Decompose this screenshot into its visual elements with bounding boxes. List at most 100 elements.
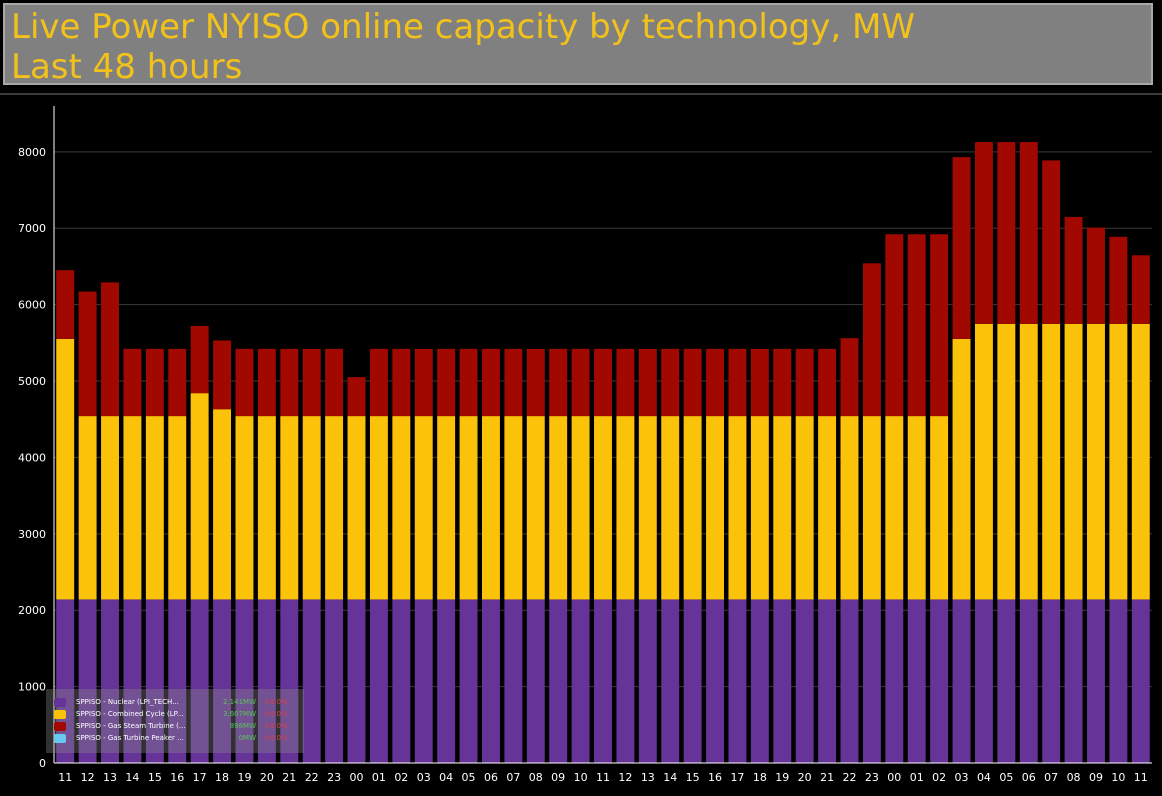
bar-segment[interactable] — [302, 416, 321, 600]
bar-segment[interactable] — [459, 348, 478, 417]
bar-segment[interactable] — [706, 599, 725, 763]
bar-segment[interactable] — [974, 142, 993, 324]
bar-segment[interactable] — [616, 348, 635, 417]
bar-segment[interactable] — [504, 599, 523, 763]
bar-segment[interactable] — [1087, 599, 1105, 763]
bar-segment[interactable] — [526, 599, 545, 763]
bar-segment[interactable] — [257, 416, 276, 600]
bar-segment[interactable] — [78, 291, 97, 417]
bar-segment[interactable] — [504, 416, 523, 600]
bar-segment[interactable] — [549, 599, 568, 763]
bar-segment[interactable] — [683, 599, 702, 763]
bar-segment[interactable] — [773, 599, 792, 763]
bar-segment[interactable] — [907, 599, 926, 763]
bar-segment[interactable] — [840, 416, 859, 600]
bar-segment[interactable] — [392, 348, 411, 417]
bar-segment[interactable] — [661, 599, 680, 763]
bar-segment[interactable] — [750, 599, 769, 763]
bar-segment[interactable] — [78, 416, 97, 600]
bar-segment[interactable] — [840, 338, 859, 417]
bar-segment[interactable] — [347, 377, 366, 417]
bar-segment[interactable] — [347, 599, 366, 763]
bar-segment[interactable] — [101, 282, 119, 417]
bar-segment[interactable] — [437, 348, 456, 417]
bar-segment[interactable] — [706, 416, 725, 600]
bar-segment[interactable] — [1064, 323, 1083, 600]
bar-segment[interactable] — [347, 416, 366, 600]
bar-segment[interactable] — [213, 599, 232, 763]
bar-segment[interactable] — [459, 599, 478, 763]
bar-segment[interactable] — [145, 599, 164, 763]
bar-segment[interactable] — [594, 416, 612, 600]
bar-segment[interactable] — [325, 599, 344, 763]
legend-item-combined-cycle[interactable]: SPPISO - Combined Cycle (LP... 3,607MW +… — [54, 709, 302, 720]
bar-segment[interactable] — [392, 599, 411, 763]
bar-segment[interactable] — [213, 340, 232, 410]
bar-segment[interactable] — [885, 599, 904, 763]
legend-item-gas-turbine-peaker[interactable]: SPPISO - Gas Turbine Peaker ... 0MW +0.0… — [54, 733, 302, 744]
bar-segment[interactable] — [1087, 227, 1105, 324]
bar-segment[interactable] — [1131, 599, 1150, 763]
bar-segment[interactable] — [1109, 323, 1128, 600]
bar-segment[interactable] — [414, 599, 433, 763]
bar-segment[interactable] — [1019, 599, 1038, 763]
bar-segment[interactable] — [145, 348, 164, 417]
bar-segment[interactable] — [123, 416, 142, 600]
bar-segment[interactable] — [78, 599, 97, 763]
bar-segment[interactable] — [235, 599, 254, 763]
bar-segment[interactable] — [504, 348, 523, 417]
bar-segment[interactable] — [885, 416, 904, 600]
bar-segment[interactable] — [930, 416, 949, 600]
bar-segment[interactable] — [594, 599, 612, 763]
bar-segment[interactable] — [56, 270, 75, 339]
bar-segment[interactable] — [414, 416, 433, 600]
bar-segment[interactable] — [862, 599, 881, 763]
bar-segment[interactable] — [1064, 216, 1083, 324]
bar-segment[interactable] — [168, 416, 187, 600]
bar-segment[interactable] — [638, 416, 657, 600]
bar-segment[interactable] — [369, 599, 388, 763]
bar-segment[interactable] — [706, 348, 725, 417]
bar-segment[interactable] — [369, 348, 388, 417]
bar-segment[interactable] — [952, 338, 971, 600]
bar-segment[interactable] — [795, 416, 814, 600]
bar-segment[interactable] — [123, 599, 142, 763]
bar-segment[interactable] — [952, 157, 971, 339]
bar-segment[interactable] — [481, 348, 500, 417]
bar-segment[interactable] — [526, 416, 545, 600]
bar-segment[interactable] — [235, 416, 254, 600]
bar-segment[interactable] — [1109, 236, 1128, 324]
bar-segment[interactable] — [616, 416, 635, 600]
bar-segment[interactable] — [997, 599, 1016, 763]
bar-segment[interactable] — [325, 348, 344, 417]
bar-segment[interactable] — [257, 599, 276, 763]
bar-segment[interactable] — [952, 599, 971, 763]
bar-segment[interactable] — [392, 416, 411, 600]
bar-segment[interactable] — [481, 599, 500, 763]
bar-segment[interactable] — [638, 348, 657, 417]
bar-segment[interactable] — [750, 416, 769, 600]
bar-segment[interactable] — [571, 416, 590, 600]
bar-segment[interactable] — [571, 599, 590, 763]
bar-segment[interactable] — [1064, 599, 1083, 763]
bar-segment[interactable] — [818, 348, 837, 417]
bar-segment[interactable] — [930, 599, 949, 763]
bar-segment[interactable] — [862, 416, 881, 600]
bar-segment[interactable] — [56, 338, 75, 600]
bar-segment[interactable] — [638, 599, 657, 763]
bar-segment[interactable] — [1042, 323, 1061, 600]
bar-segment[interactable] — [683, 348, 702, 417]
bar-segment[interactable] — [1042, 160, 1061, 324]
bar-segment[interactable] — [773, 416, 792, 600]
bar-segment[interactable] — [997, 323, 1016, 600]
bar-segment[interactable] — [885, 234, 904, 417]
bar-segment[interactable] — [123, 348, 142, 417]
bar-segment[interactable] — [459, 416, 478, 600]
bar-segment[interactable] — [728, 348, 747, 417]
bar-segment[interactable] — [280, 416, 299, 600]
bar-segment[interactable] — [437, 599, 456, 763]
legend-item-nuclear[interactable]: SPPISO - Nuclear (LPI_TECH... 2,141MW +0… — [54, 697, 302, 708]
bar-segment[interactable] — [101, 599, 119, 763]
bar-segment[interactable] — [974, 599, 993, 763]
bar-segment[interactable] — [213, 409, 232, 600]
